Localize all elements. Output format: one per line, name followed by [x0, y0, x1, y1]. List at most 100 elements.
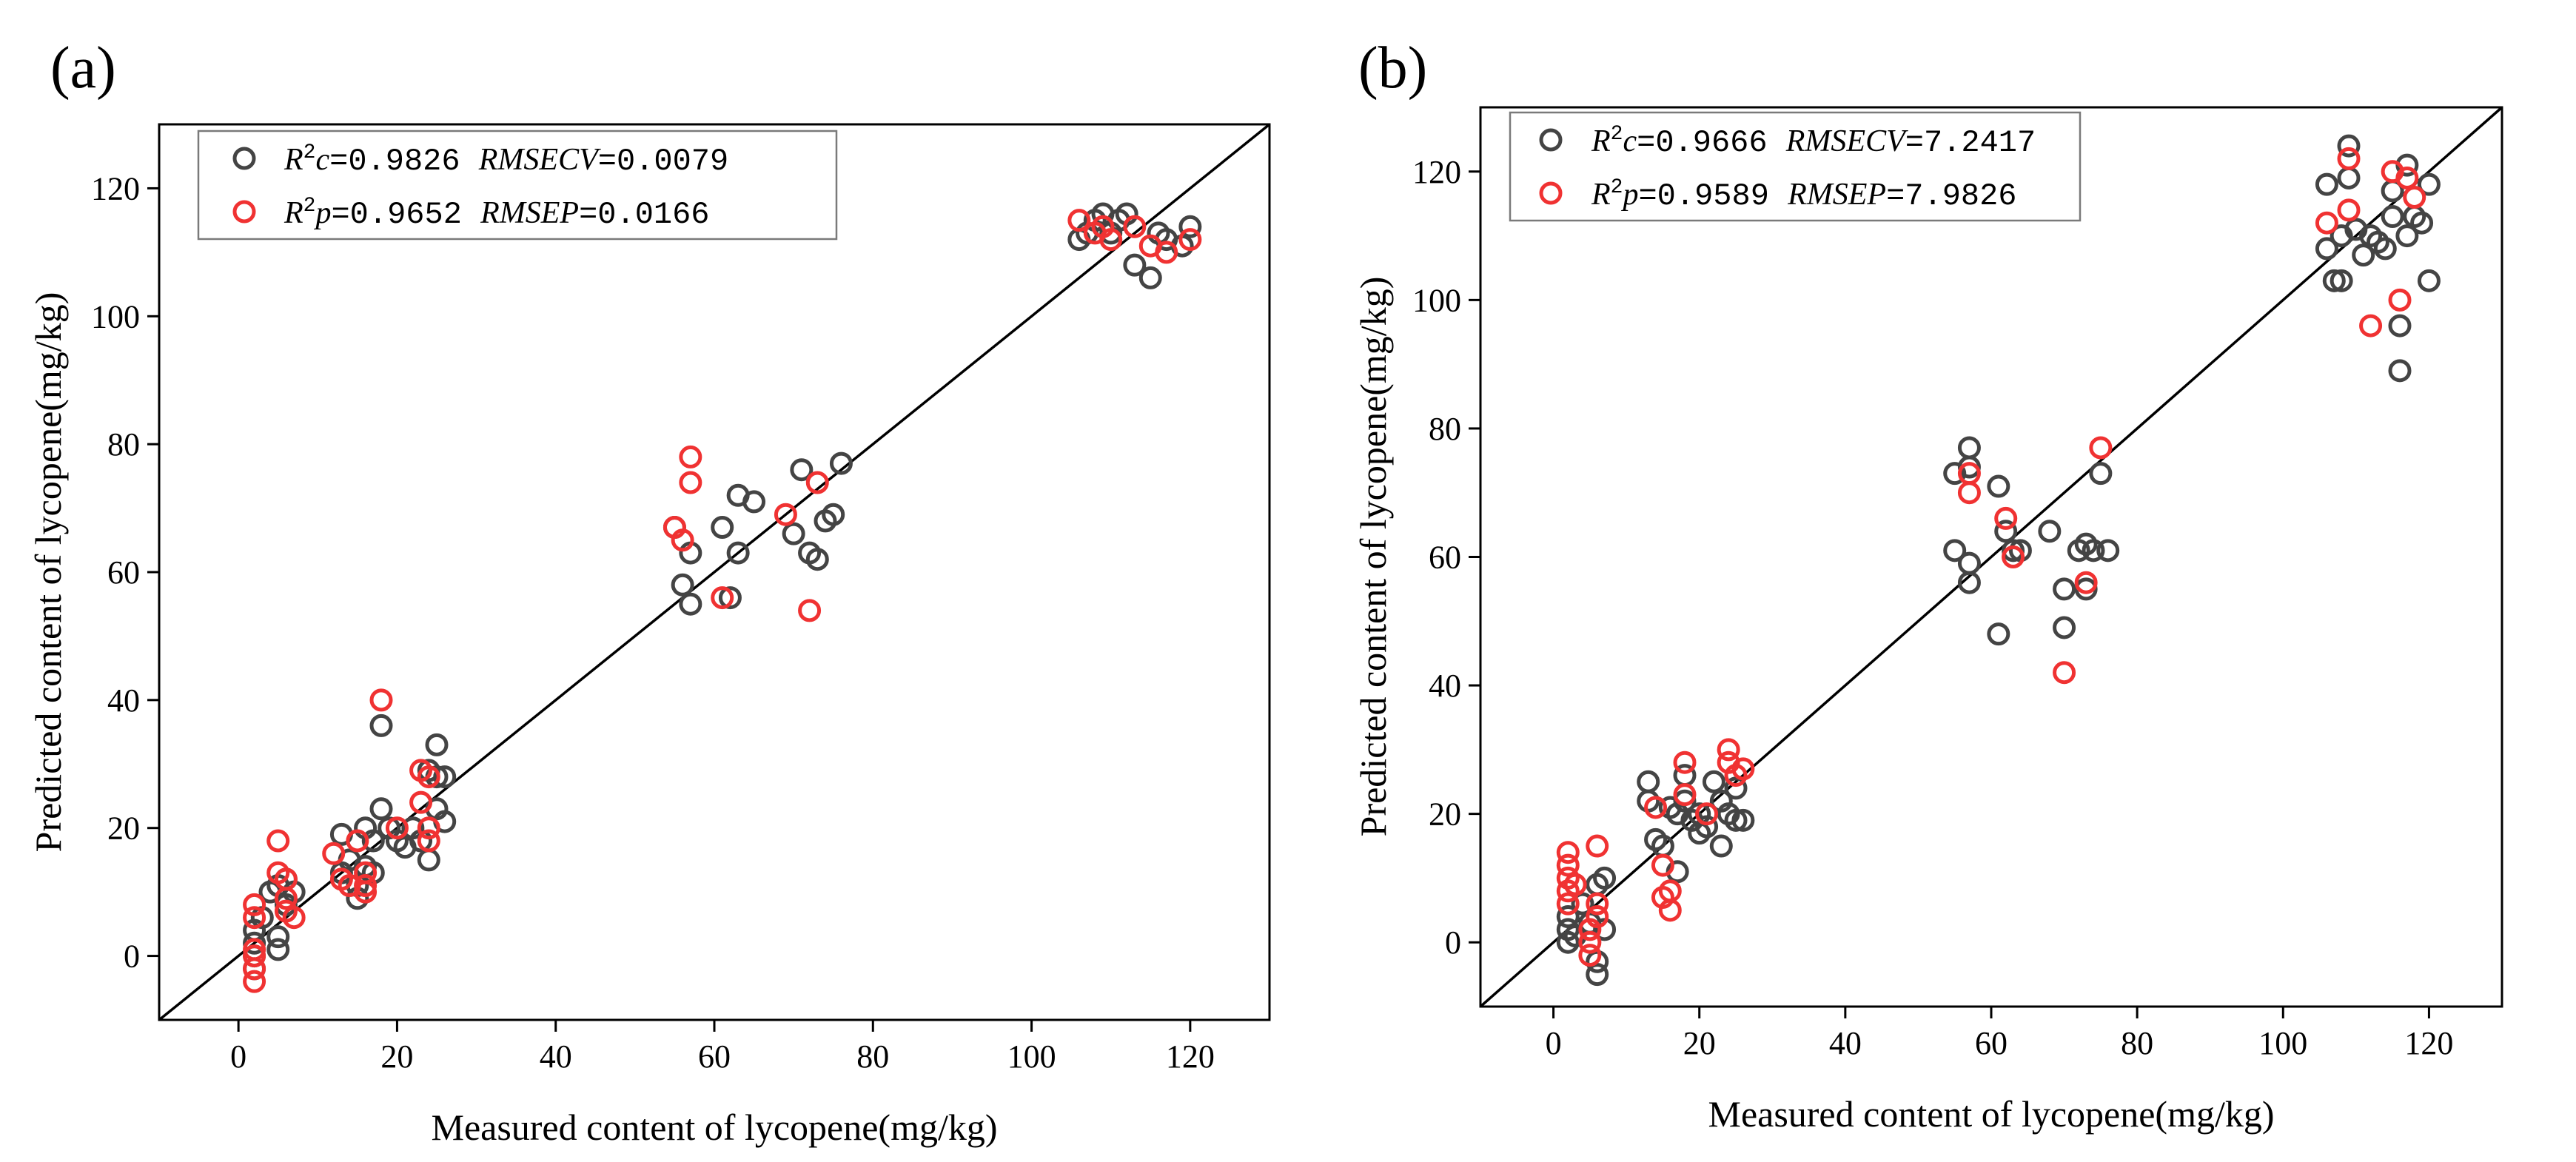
panel-b-y-axis-title: Predicted content of lycopene(mg/kg) [1352, 277, 1394, 837]
panel-a-prediction-point [243, 906, 266, 930]
panel-a-y-tick-label: 40 [107, 682, 140, 719]
panel-a-x-axis-title: Measured content of lycopene(mg/kg) [431, 1106, 997, 1148]
panel-b-calibration-point [2417, 172, 2441, 196]
panel-a-y-tick-label: 80 [107, 426, 140, 463]
panel-b-points [1556, 134, 2441, 987]
panel-b-prediction-point [1651, 853, 1674, 877]
panel-a-calibration-point [243, 931, 266, 955]
panel-a-x-tick-label: 20 [380, 1038, 413, 1075]
panel-b-calibration-point [1637, 770, 1660, 793]
panel-b-x-tick-label: 120 [2404, 1025, 2453, 1061]
panel-b-prediction-point [1578, 944, 1602, 967]
panel-b-calibration-point [1731, 808, 1755, 832]
panel-a-calibration-point [742, 490, 766, 514]
panel-b-prediction-point [2395, 166, 2419, 189]
panel-a-points [243, 202, 1202, 993]
panel-b-calibration-point [2038, 520, 2062, 543]
panel-a-prediction-point [1099, 228, 1123, 252]
panel-b-y-tick-label: 40 [1429, 668, 1461, 704]
panel-b-calibration-point [2388, 359, 2412, 383]
panel-b-prediction-point [2388, 288, 2412, 312]
panel-b-prediction-point [2337, 198, 2361, 222]
panel-b-calibration-point [1957, 551, 1981, 575]
panel-b-calibration-point [2417, 269, 2441, 292]
panel-b-prediction-point [2403, 186, 2426, 209]
panel-a-prediction-point [282, 906, 306, 930]
panel-a-prediction-point [798, 599, 822, 622]
panel-a-prediction-point [805, 471, 829, 494]
panel-b-x-tick-label: 60 [1975, 1025, 2008, 1061]
panel-b-calibration-point [2410, 211, 2434, 235]
panel-b-calibration-point [1943, 539, 1967, 562]
panel-a-x-tick-label: 0 [230, 1038, 246, 1075]
panel-b-x-tick-label: 80 [2121, 1025, 2153, 1061]
panel-a-calibration-point [829, 451, 853, 475]
panel-b-x-tick-label: 0 [1546, 1025, 1562, 1061]
panel-b-prediction-point [1695, 802, 1719, 826]
panel-a-prediction-point [243, 970, 266, 993]
panel-b-prediction-point [1731, 757, 1755, 781]
panel-b-calibration-point [2337, 134, 2361, 158]
panel-a-calibration-point [266, 925, 290, 949]
panel-b-calibration-point [2352, 244, 2375, 267]
panel-a-prediction-point [417, 765, 440, 789]
panel-a-calibration-point [361, 829, 385, 853]
panel-b-prediction-point [1673, 750, 1697, 774]
panel-b-calibration-point [2096, 539, 2120, 562]
panel-a-legend: R2c=0.9826 RMSECV=0.0079 R2p=0.9652 RMSE… [197, 130, 838, 241]
panel-a-calibration-point [822, 503, 845, 526]
panel-a-legend-entry-calibration: R2c=0.9826 RMSECV=0.0079 [284, 141, 728, 179]
panel-b-prediction-point [1658, 879, 1682, 903]
panel-a-prediction-point [354, 880, 378, 904]
panel-a-prediction-point [243, 944, 266, 968]
panel-a-prediction-point [266, 829, 290, 853]
panel-a-prediction-point [774, 503, 797, 526]
panel-b-prediction-point [1957, 481, 1981, 505]
panel-a-label: (a) [50, 36, 116, 101]
panel-b-calibration-point [2082, 539, 2105, 562]
panel-b-calibration-point [2053, 616, 2076, 639]
panel-b-calibration-point [1987, 474, 2010, 498]
panel-b-calibration-point [2322, 269, 2346, 292]
panel-a-calibration-point [433, 765, 457, 789]
panel-b-prediction-point [1717, 738, 1740, 762]
panel-a-calibration-point [782, 522, 805, 545]
panel-b-calibration-point [1695, 815, 1719, 839]
panel-a-calibration-point [726, 541, 750, 565]
panel-b-y-tick-label: 80 [1429, 411, 1461, 447]
panel-b-y-tick-label: 20 [1429, 796, 1461, 833]
panel-b-calibration-point [1702, 770, 1725, 793]
panel-a-x-tick-label: 40 [540, 1038, 572, 1075]
panel-b-prediction-point [2337, 147, 2361, 170]
panel-a-prediction-point [711, 586, 734, 610]
panel-a-prediction-point [346, 829, 369, 853]
panel-a-prediction-point [354, 874, 378, 897]
panel-b-calibration-point [2315, 237, 2338, 261]
panel-b-calibration-point [1724, 808, 1748, 832]
panel-a-calibration-point [1123, 253, 1147, 277]
panel-b-legend: R2c=0.9666 RMSECV=7.2417 R2p=0.9589 RMSE… [1509, 111, 2082, 222]
panel-b-y-tick-label: 120 [1412, 154, 1461, 190]
panel-b-calibration-point [1556, 905, 1580, 928]
panel-b-prediction-point [1556, 892, 1580, 916]
panel-a-x-tick-label: 80 [856, 1038, 889, 1075]
panel-a-calibration-point [805, 548, 829, 571]
panel-b-calibration-point [1957, 436, 1981, 460]
panel-b-prediction-point [1556, 841, 1580, 864]
panel-a-prediction-point [243, 893, 266, 916]
panel-a-prediction-point [369, 688, 393, 712]
panel-b-y-tick-label: 0 [1445, 924, 1461, 961]
panel-a-y-tick-label: 100 [91, 298, 140, 335]
panel-b-calibration-point [1586, 963, 1609, 987]
panel-a-y-tick-label: 120 [91, 170, 140, 206]
panel-b-calibration-point [1994, 520, 2018, 543]
panel-b-legend-marker-calibration [1539, 128, 1563, 152]
panel-a-calibration-point [718, 586, 742, 610]
panel-a-calibration-point [790, 458, 814, 482]
panel-b-legend-entry-calibration: R2c=0.9666 RMSECV=7.2417 [1591, 123, 2036, 161]
panel-b-calibration-point [1724, 776, 1748, 800]
panel-a-prediction-point [243, 957, 266, 981]
panel-b-prediction-point [1586, 905, 1609, 928]
panel-b-x-tick-label: 20 [1683, 1025, 1716, 1061]
panel-b-calibration-point [2089, 462, 2113, 486]
